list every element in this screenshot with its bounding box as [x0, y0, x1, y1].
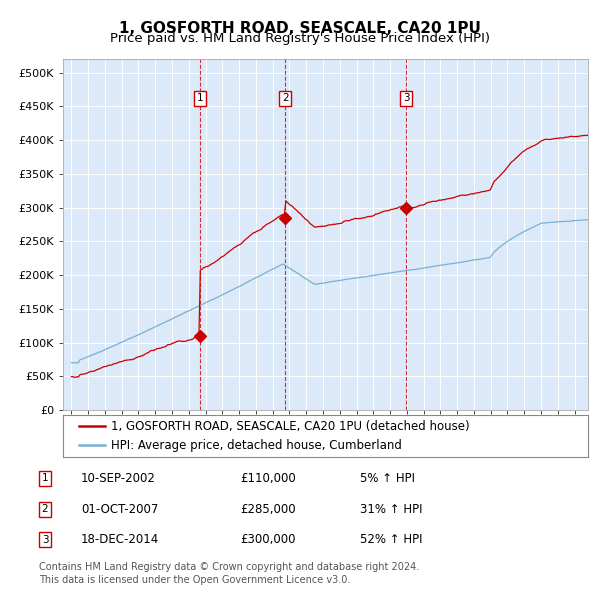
Text: 3: 3 — [41, 535, 49, 545]
Text: £110,000: £110,000 — [240, 472, 296, 485]
Text: £300,000: £300,000 — [240, 533, 296, 546]
Text: 52% ↑ HPI: 52% ↑ HPI — [360, 533, 422, 546]
Text: £285,000: £285,000 — [240, 503, 296, 516]
Text: 2: 2 — [41, 504, 49, 514]
Text: 1: 1 — [197, 93, 203, 103]
Text: 31% ↑ HPI: 31% ↑ HPI — [360, 503, 422, 516]
Text: Contains HM Land Registry data © Crown copyright and database right 2024.
This d: Contains HM Land Registry data © Crown c… — [39, 562, 419, 585]
Text: 2: 2 — [282, 93, 289, 103]
Text: 10-SEP-2002: 10-SEP-2002 — [81, 472, 156, 485]
Text: 01-OCT-2007: 01-OCT-2007 — [81, 503, 158, 516]
Text: 1: 1 — [41, 474, 49, 483]
Text: Price paid vs. HM Land Registry's House Price Index (HPI): Price paid vs. HM Land Registry's House … — [110, 32, 490, 45]
Legend: 1, GOSFORTH ROAD, SEASCALE, CA20 1PU (detached house), HPI: Average price, detac: 1, GOSFORTH ROAD, SEASCALE, CA20 1PU (de… — [74, 415, 474, 457]
Text: 5% ↑ HPI: 5% ↑ HPI — [360, 472, 415, 485]
Text: 18-DEC-2014: 18-DEC-2014 — [81, 533, 159, 546]
Text: 3: 3 — [403, 93, 409, 103]
Text: 1, GOSFORTH ROAD, SEASCALE, CA20 1PU: 1, GOSFORTH ROAD, SEASCALE, CA20 1PU — [119, 21, 481, 35]
